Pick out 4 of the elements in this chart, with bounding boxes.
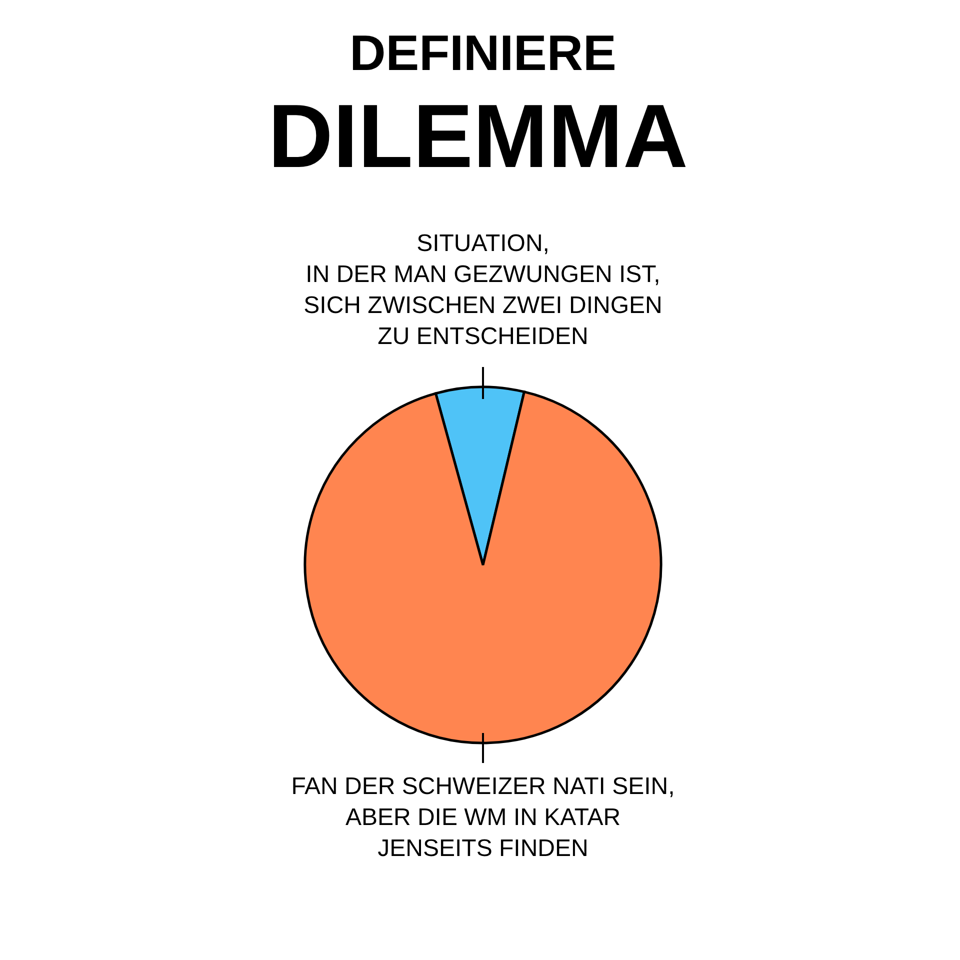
slice-label: SITUATION, IN DER MAN GEZWUNGEN IST, SICH ZWISCHEN ZWEI DINGEN ZU ENTSCHEIDEN <box>304 230 662 350</box>
slice-label: FAN DER SCHWEIZER NATI SEIN, ABER DIE WM IN KATAR JENSEITS FINDEN <box>291 773 675 862</box>
chart-subtitle: DILEMMA <box>268 87 688 187</box>
chart-title: DEFINIERE <box>350 25 616 81</box>
